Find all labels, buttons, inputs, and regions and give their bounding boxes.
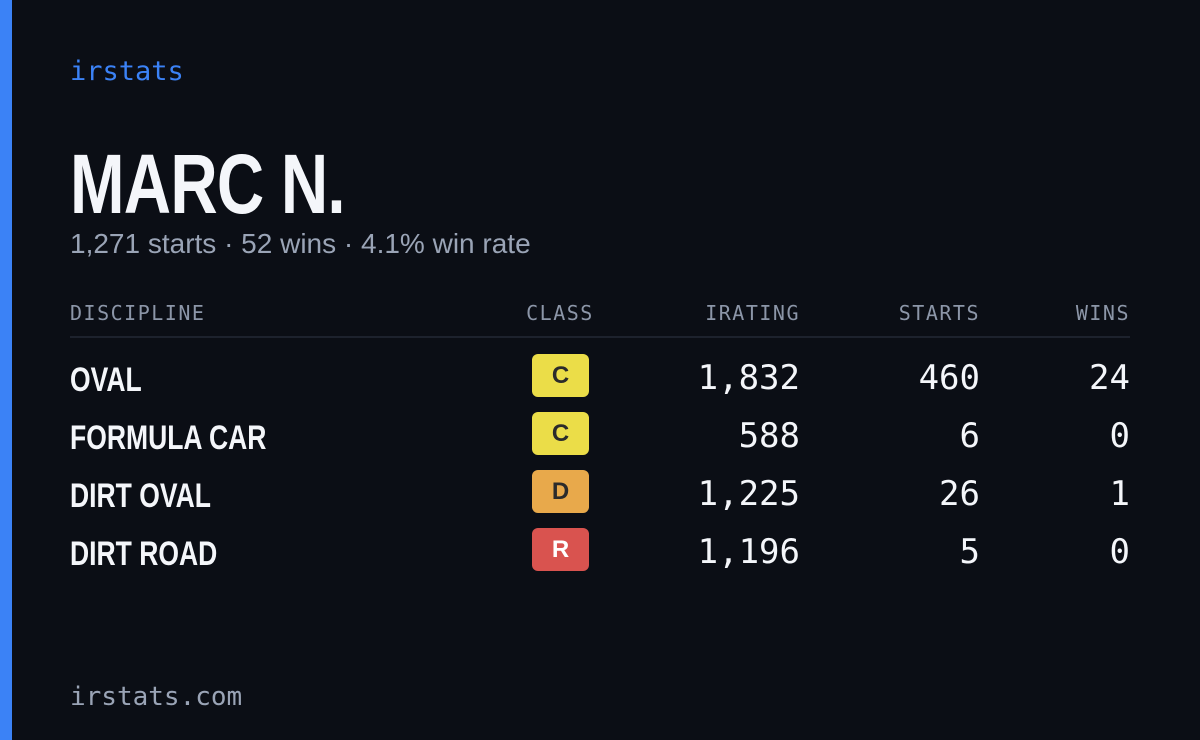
starts: 5 — [959, 532, 980, 572]
irating: 1,196 — [697, 532, 800, 572]
discipline: FORMULA CAR — [70, 419, 267, 457]
starts: 6 — [959, 416, 980, 456]
brand: irstats — [70, 56, 184, 87]
column-header: CLASS — [526, 301, 594, 325]
irating: 1,225 — [697, 474, 800, 514]
wins: 24 — [1089, 358, 1130, 398]
class-badge: D — [532, 470, 589, 513]
column-header: WINS — [1075, 301, 1130, 325]
wins: 0 — [1109, 416, 1130, 456]
accent-bar — [0, 0, 12, 740]
discipline: DIRT ROAD — [70, 535, 218, 573]
driver-name: MARC N. — [70, 137, 346, 231]
header-rule — [70, 336, 1130, 338]
irating: 588 — [738, 416, 800, 456]
irating: 1,832 — [697, 358, 800, 398]
column-header: IRATING — [705, 301, 800, 325]
class-badge: C — [532, 354, 589, 397]
column-header: STARTS — [898, 301, 980, 325]
class-badge: C — [532, 412, 589, 455]
wins: 1 — [1109, 474, 1130, 514]
starts: 26 — [939, 474, 980, 514]
footer: irstats.com — [70, 682, 243, 712]
column-header: DISCIPLINE — [70, 301, 206, 325]
discipline: DIRT OVAL — [70, 477, 211, 515]
starts: 460 — [918, 358, 980, 398]
class-badge: R — [532, 528, 589, 571]
summary: 1,271 starts · 52 wins · 4.1% win rate — [70, 228, 531, 259]
wins: 0 — [1109, 532, 1130, 572]
discipline: OVAL — [70, 361, 142, 399]
